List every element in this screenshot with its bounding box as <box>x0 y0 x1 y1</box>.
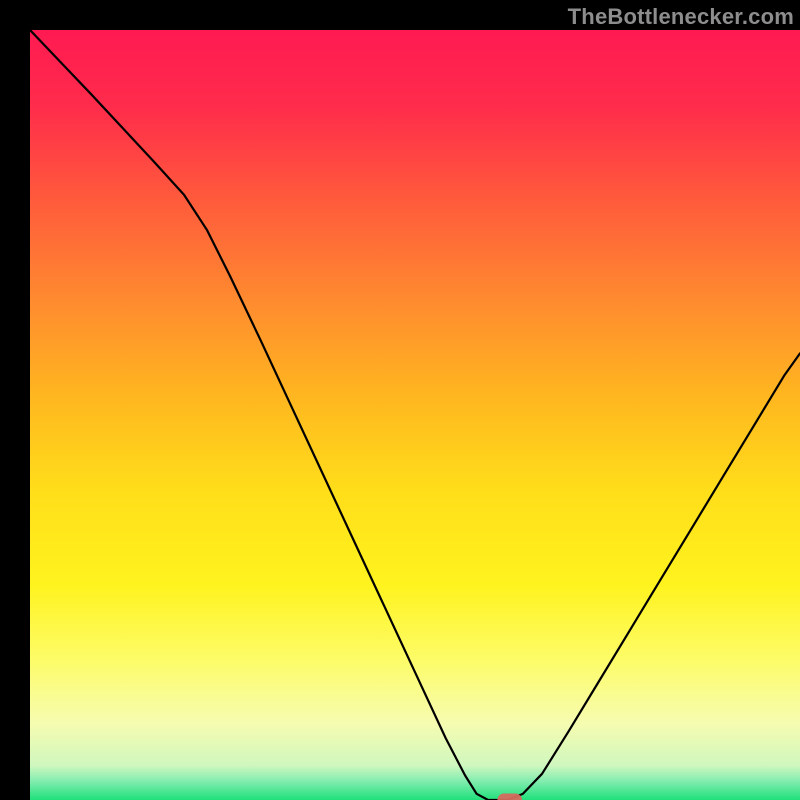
chart-plot-area <box>30 30 800 800</box>
optimal-point-marker <box>497 793 522 800</box>
chart-background-gradient <box>30 30 800 800</box>
bottleneck-chart <box>30 30 800 800</box>
watermark-text: TheBottlenecker.com <box>568 0 800 30</box>
